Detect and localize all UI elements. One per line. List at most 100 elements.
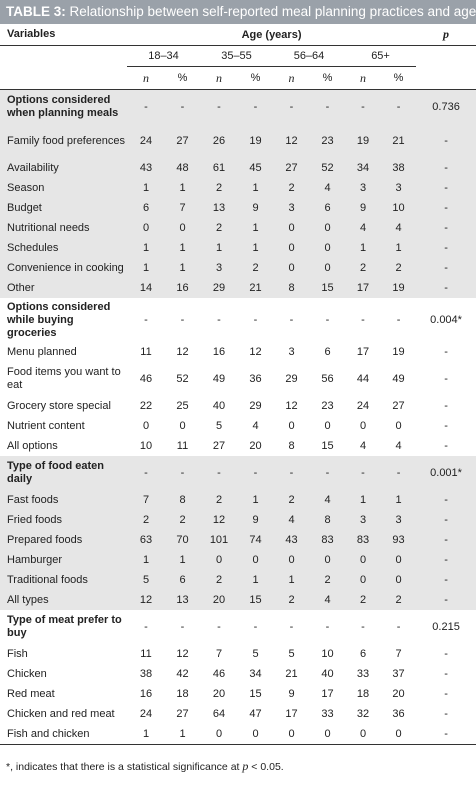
cell-percent: 0 (165, 218, 200, 238)
cell-n: 8 (273, 278, 310, 298)
cell-percent: 1 (165, 550, 200, 570)
cell-percent: 49 (392, 373, 405, 385)
cell-percent: 0 (179, 420, 186, 432)
cell-p-value: - (416, 570, 476, 590)
cell-p-value: - (416, 258, 476, 278)
cell-percent: 48 (165, 158, 200, 178)
cell-percent: 1 (381, 490, 417, 510)
row-label: Hamburger (0, 550, 127, 570)
cell-n: 17 (356, 346, 370, 358)
cell-percent: - (253, 621, 258, 633)
header-percent: % (238, 66, 273, 90)
section-row: Options considered while buying grocerie… (0, 298, 476, 342)
cell-n: - (217, 314, 221, 326)
cell-p-value: - (444, 668, 448, 680)
cell-n: 21 (285, 668, 298, 680)
cell-n: 2 (200, 490, 238, 510)
cell-percent: 1 (238, 570, 273, 590)
table-row: Fast foods 7 8 2 1 2 4 1 1- (0, 490, 476, 510)
cell-n: 1 (345, 490, 381, 510)
row-label: Nutrient content (7, 419, 85, 432)
cell-n: 2 (200, 570, 238, 590)
table-header: Variables Age (years) p 18–34 35–55 56–6… (0, 24, 476, 90)
data-table: Variables Age (years) p 18–34 35–55 56–6… (0, 24, 476, 745)
cell-percent: 21 (238, 278, 273, 298)
cell-p-value: - (444, 373, 448, 385)
cell-n: 5 (127, 570, 165, 590)
cell-percent: 19 (392, 346, 405, 358)
cell-n: 34 (345, 158, 381, 178)
cell-n: 43 (273, 530, 310, 550)
cell-percent: - (180, 621, 185, 633)
cell-n: 22 (139, 400, 153, 412)
cell-percent: 2 (165, 510, 200, 530)
cell-n: 40 (212, 400, 226, 412)
row-label: Fish and chicken (0, 724, 127, 745)
cell-percent: - (165, 89, 200, 124)
cell-n: - (361, 314, 365, 326)
cell-percent: 8 (310, 510, 345, 530)
cell-n: 27 (273, 158, 310, 178)
table-row: Chicken 38 42 46 34 21 40 33 37 - (0, 664, 476, 684)
section-row: Options considered when planning meals - -… (0, 89, 476, 124)
cell-n: - (361, 621, 365, 633)
age-group-18-34: 18–34 (127, 45, 200, 67)
cell-n: 14 (127, 278, 165, 298)
age-group-35-55: 35–55 (200, 45, 273, 67)
cell-percent: - (253, 314, 258, 326)
row-label: Season (0, 178, 127, 198)
row-label: Grocery store special (7, 399, 111, 412)
cell-percent: 1 (381, 238, 417, 258)
cell-n: 64 (212, 708, 226, 720)
cell-percent: 13 (165, 590, 200, 610)
table-row: Traditional foods 5 6 2 1 1 2 0 0- (0, 570, 476, 590)
row-label: All options (7, 439, 58, 452)
table-row: Nutritional needs 0 0 2 1 0 0 4 4- (0, 218, 476, 238)
cell-percent: 12 (176, 648, 189, 660)
cell-n: 5 (215, 420, 223, 432)
cell-n: 1 (127, 724, 165, 745)
cell-n: 18 (356, 688, 370, 700)
cell-percent: 27 (176, 708, 189, 720)
cell-p-value: 0.736 (416, 89, 476, 124)
header-row-age: Variables Age (years) p (0, 24, 476, 46)
footnote-prefix: *, indicates that there is a statistical… (6, 761, 243, 773)
cell-p-value: - (416, 510, 476, 530)
cell-n: 49 (212, 373, 226, 385)
cell-n: - (127, 89, 165, 124)
cell-n: 1 (345, 238, 381, 258)
section-label: Options considered while buying grocerie… (7, 300, 111, 339)
table-row: Menu planned 11 12 16 12 3 6 17 19 - (0, 342, 476, 362)
cell-percent: 27 (165, 124, 200, 158)
cell-p-value: - (416, 530, 476, 550)
cell-percent: 27 (392, 400, 405, 412)
cell-percent: 47 (249, 708, 262, 720)
cell-n: 19 (345, 124, 381, 158)
cell-n: 61 (200, 158, 238, 178)
header-percent: % (165, 66, 200, 90)
row-label: Family food preferences (0, 124, 127, 158)
cell-n: 2 (200, 218, 238, 238)
cell-n: 0 (200, 550, 238, 570)
cell-n: 3 (273, 198, 310, 218)
cell-percent: 45 (238, 158, 273, 178)
cell-percent: 10 (321, 648, 334, 660)
cell-percent: 0 (381, 550, 417, 570)
cell-n: 44 (356, 373, 370, 385)
cell-percent: 3 (381, 510, 417, 530)
cell-n: - (273, 89, 310, 124)
cell-percent: 15 (310, 278, 345, 298)
table-row: Food items you want to eat 46 52 49 36 29 56 44… (0, 362, 476, 396)
cell-percent: - (238, 89, 273, 124)
cell-n: 2 (273, 490, 310, 510)
cell-n: 0 (142, 420, 150, 432)
cell-n: 0 (127, 218, 165, 238)
cell-n: 43 (127, 158, 165, 178)
cell-p-value: 0.001* (416, 456, 476, 490)
cell-percent: 19 (381, 278, 417, 298)
cell-n: 3 (288, 346, 295, 358)
row-label: Budget (0, 198, 127, 218)
cell-percent: 70 (165, 530, 200, 550)
cell-n: 3 (345, 510, 381, 530)
header-n: n (273, 66, 310, 90)
